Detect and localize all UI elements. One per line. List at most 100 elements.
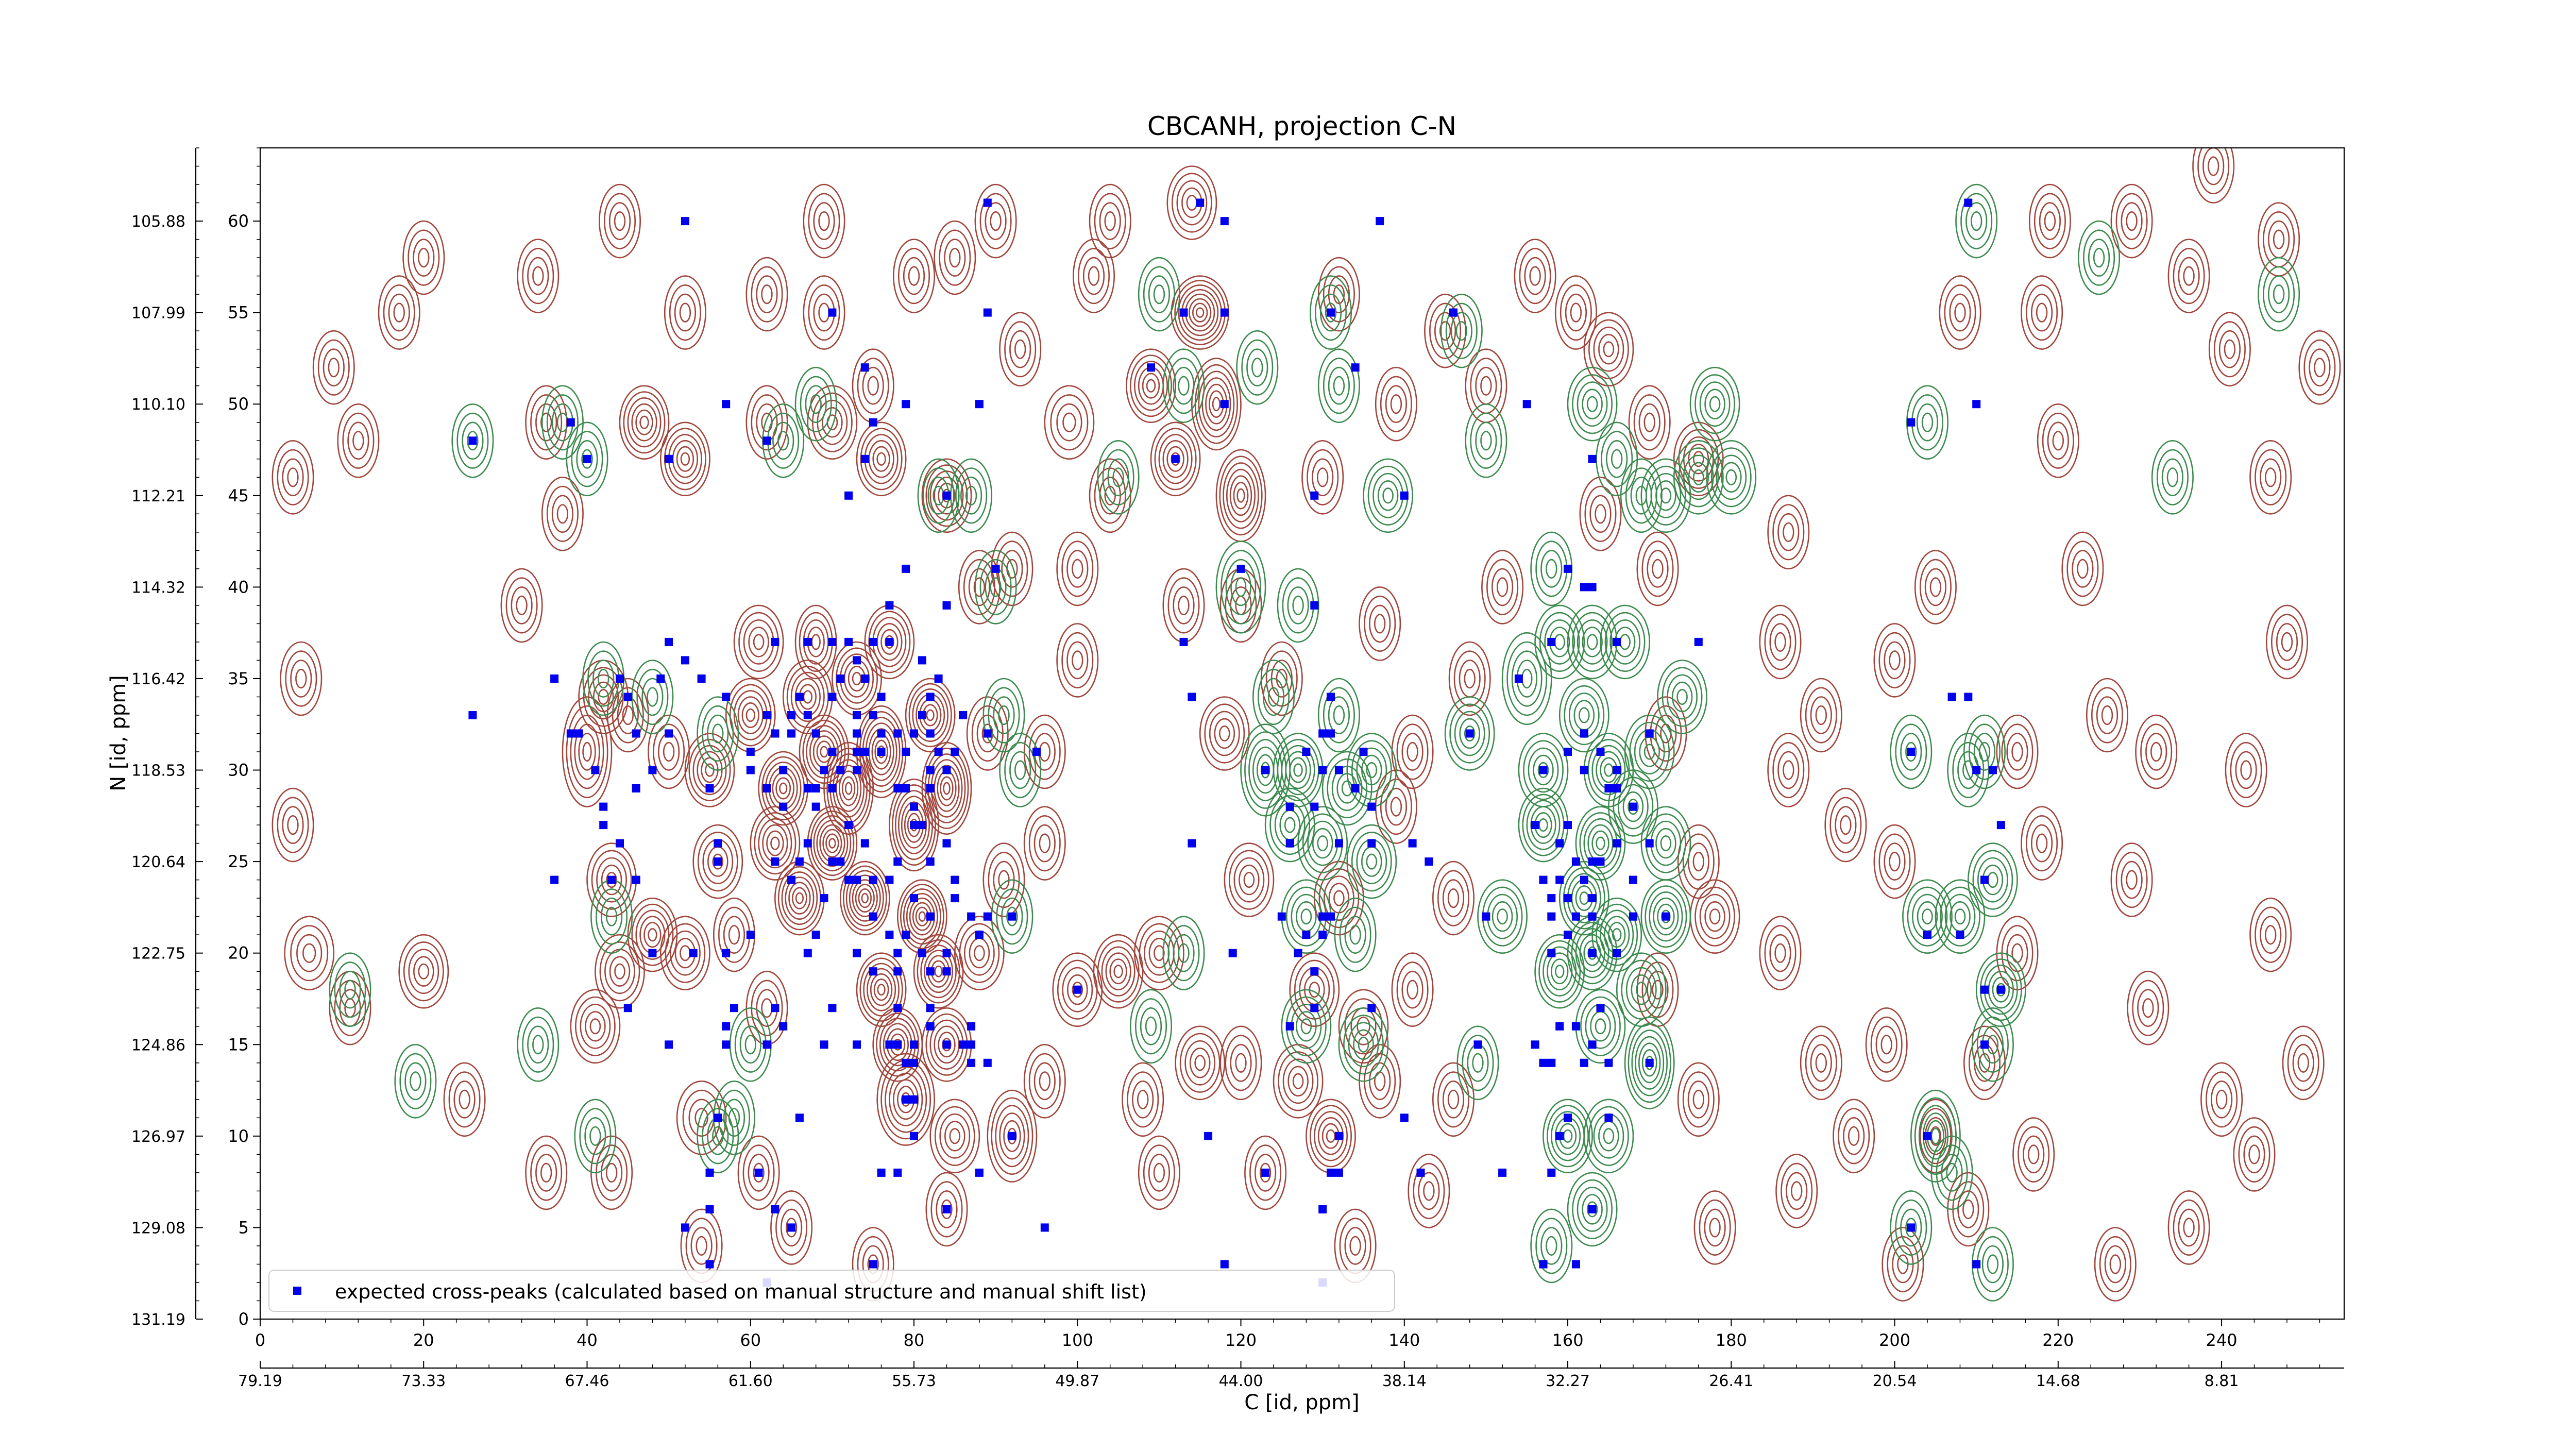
positive-contour-103-ring-3 <box>1529 266 1541 286</box>
positive-contour-127-ring-3 <box>1774 943 1786 963</box>
x-ppm-tick-label: 44.00 <box>1219 1372 1263 1390</box>
cross-peak-marker-5 <box>1964 198 1973 207</box>
positive-contour-137-ring-0 <box>2086 678 2129 753</box>
positive-contour-183-ring-0 <box>1260 641 1303 716</box>
positive-contour-114-ring-2 <box>1230 1044 1252 1082</box>
positive-contour-84-ring-6 <box>1236 488 1245 503</box>
positive-contour-87-ring-1 <box>1061 632 1094 688</box>
cross-peak-marker-40 <box>1580 583 1588 592</box>
positive-contour-64-ring-3 <box>295 668 307 689</box>
negative-contour-98-ring-2 <box>1140 1007 1162 1045</box>
y-ppm-tick-label: 110.10 <box>131 396 185 414</box>
positive-contour-185-ring-2 <box>1401 733 1423 771</box>
negative-contour-59-ring-4 <box>1628 799 1639 815</box>
positive-contour-123-ring-3 <box>1709 1218 1721 1238</box>
cross-peak-marker-12 <box>860 363 869 372</box>
cross-peak-marker-37 <box>1236 564 1245 573</box>
positive-contour-108-ring-3 <box>1464 668 1476 689</box>
cross-peak-marker-297 <box>1008 1132 1016 1140</box>
positive-contour-100-ring-1 <box>1380 376 1412 432</box>
negative-contour-60-ring-4 <box>1643 744 1655 760</box>
negative-contour-32-ring-2 <box>1344 916 1366 954</box>
cross-peak-marker-136 <box>803 784 812 792</box>
positive-contour-174-ring-0 <box>1023 806 1066 881</box>
cross-peak-marker-65 <box>1514 674 1523 683</box>
negative-contour-28-ring-1 <box>1327 758 1368 819</box>
positive-contour-136-ring-0 <box>2061 531 2104 606</box>
positive-contour-19-ring-4 <box>788 882 811 915</box>
cross-peak-marker-112 <box>1032 748 1041 756</box>
positive-contour-145-ring-1 <box>2018 1126 2050 1183</box>
y-tick-label: 20 <box>228 943 249 963</box>
positive-contour-82-ring-6 <box>1212 397 1221 412</box>
negative-contour-74-ring-2 <box>1683 454 1714 500</box>
cross-peak-marker-268 <box>820 1040 828 1049</box>
positive-contour-86-ring-0 <box>1044 385 1095 460</box>
cross-peak-marker-24 <box>468 436 477 445</box>
positive-contour-39-ring-0 <box>954 916 1005 990</box>
negative-contour-91-ring-1 <box>2083 229 2115 286</box>
cross-peak-marker-14 <box>1351 363 1360 372</box>
positive-contour-90-ring-2 <box>1101 946 1136 997</box>
positive-contour-71-ring-3 <box>556 504 569 524</box>
negative-contour-75-ring-4 <box>1725 469 1737 485</box>
cross-peak-marker-310 <box>1416 1168 1425 1177</box>
negative-contour-31-ring-4 <box>1366 853 1378 870</box>
positive-contour-98-ring-1 <box>1307 449 1339 505</box>
positive-contour-121-ring-2 <box>1647 970 1669 1009</box>
positive-contour-24-ring-6 <box>841 776 856 801</box>
negative-contour-30-ring-1 <box>1351 740 1392 800</box>
cross-peak-marker-91 <box>468 711 477 719</box>
positive-contour-184-ring-3 <box>1374 614 1386 634</box>
cross-peak-marker-121 <box>836 766 845 774</box>
positive-contour-122-ring-2 <box>1687 1081 1709 1119</box>
negative-contour-68-ring-2 <box>1540 1227 1563 1265</box>
negative-contour-28-ring-0 <box>1321 751 1372 826</box>
positive-contour-170-ring-0 <box>934 220 976 295</box>
negative-contour-20-ring-2 <box>1246 348 1268 387</box>
positive-contour-73-ring-0 <box>664 275 706 350</box>
positive-contour-82-ring-3 <box>1201 377 1231 431</box>
negative-contour-4-ring-2 <box>641 678 664 716</box>
negative-contour-57-ring-1 <box>1621 959 1662 1020</box>
negative-contour-77-ring-2 <box>1900 733 1922 771</box>
cross-peak-marker-154 <box>844 821 853 830</box>
positive-contour-3-ring-1 <box>599 941 640 1002</box>
cross-peak-marker-195 <box>1580 875 1588 884</box>
negative-contour-7-ring-2 <box>584 1117 606 1155</box>
positive-contour-5-ring-1 <box>591 850 632 910</box>
x-tick-label: 20 <box>413 1330 434 1350</box>
positive-contour-103-ring-1 <box>1519 247 1551 305</box>
negative-contour-66-ring-4 <box>1603 1128 1615 1144</box>
positive-contour-43-ring-0 <box>856 421 907 497</box>
positive-contour-122-ring-0 <box>1677 1062 1720 1137</box>
negative-contour-84-ring-1 <box>1976 1016 2009 1073</box>
positive-contour-125-ring-3 <box>1774 632 1786 652</box>
cross-peak-marker-238 <box>1547 949 1556 957</box>
negative-contour-73-ring-1 <box>1645 465 1686 526</box>
positive-contour-179-ring-0 <box>1224 842 1275 917</box>
negative-contour-88-ring-3 <box>1987 1254 1999 1274</box>
positive-contour-135-ring-3 <box>2052 431 2064 451</box>
positive-contour-133-ring-2 <box>1949 293 1971 332</box>
positive-contour-125-ring-2 <box>1769 623 1791 661</box>
cross-peak-marker-111 <box>951 748 959 756</box>
positive-contour-71-ring-1 <box>546 485 579 542</box>
cross-peak-marker-107 <box>860 748 869 756</box>
cross-peak-marker-81 <box>787 729 796 738</box>
negative-contour-85-ring-1 <box>1914 1097 1957 1175</box>
negative-contour-90-ring-2 <box>1916 403 1939 442</box>
positive-contour-79-ring-0 <box>1166 165 1217 240</box>
cross-peak-marker-155 <box>910 821 918 830</box>
cross-peak-marker-247 <box>730 1004 738 1013</box>
positive-contour-12-ring-0 <box>684 733 735 807</box>
positive-contour-111-ring-3 <box>1423 1181 1435 1201</box>
positive-contour-87-ring-3 <box>1072 650 1083 670</box>
cross-peak-marker-304 <box>877 1168 886 1177</box>
positive-contour-17-ring-5 <box>770 836 780 850</box>
cross-peak-marker-201 <box>1547 894 1556 903</box>
cross-peak-marker-70 <box>926 693 935 701</box>
cross-peak-marker-18 <box>1220 400 1229 409</box>
positive-contour-141-ring-2 <box>2211 1081 2233 1119</box>
positive-contour-86-ring-3 <box>1062 412 1076 432</box>
